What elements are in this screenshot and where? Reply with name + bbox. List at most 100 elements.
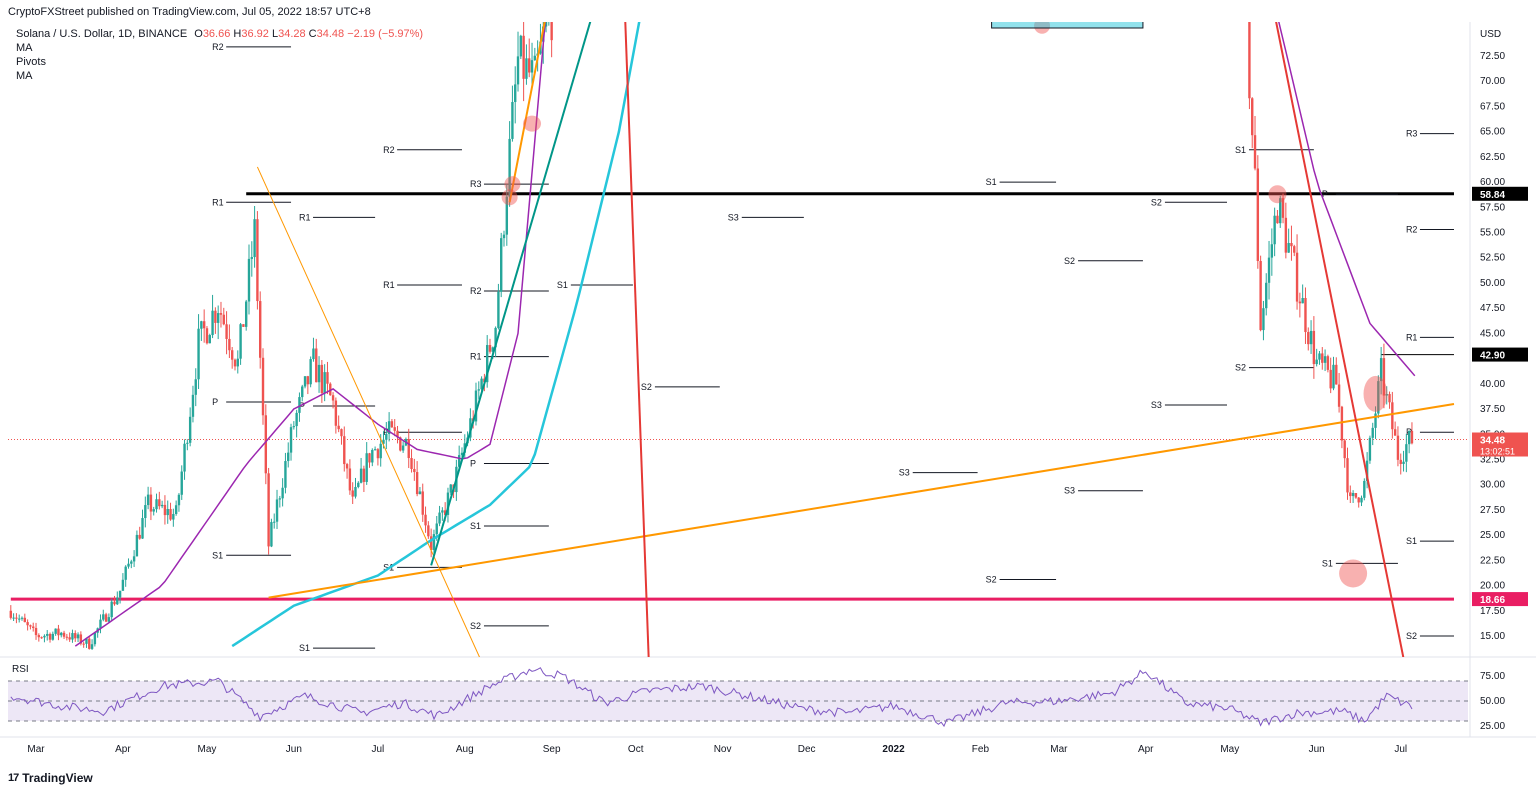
candle-body: [1393, 429, 1397, 436]
candle-body: [548, 3, 550, 14]
candle-body: [1295, 252, 1299, 302]
price-tick-label: 60.00: [1480, 177, 1505, 188]
pivot-label: S1: [1235, 145, 1246, 155]
candle-body: [413, 468, 416, 473]
candle-body: [281, 487, 284, 499]
candle-body: [379, 443, 382, 459]
candle-body: [219, 313, 223, 315]
candle-body: [1284, 217, 1288, 253]
candle-body: [275, 499, 279, 522]
low-label: L: [271, 28, 279, 40]
candle-body: [329, 383, 332, 396]
candle-body: [351, 490, 354, 497]
candle-body: [401, 445, 405, 451]
trend-line: [624, 22, 650, 657]
candle-body: [522, 35, 525, 79]
candle-body: [88, 638, 91, 649]
candle-body: [457, 455, 461, 467]
pivot-label: S2: [1064, 256, 1075, 266]
time-tick-label: Jun: [286, 744, 302, 755]
candle-body: [1329, 369, 1332, 389]
candle-body: [1259, 260, 1262, 331]
candle-body: [222, 314, 225, 325]
candle-body: [141, 518, 144, 539]
candle-body: [110, 601, 113, 618]
candle-body: [247, 258, 251, 302]
pivot-label: R1: [212, 197, 224, 207]
candle-body: [60, 632, 63, 636]
candle-body: [446, 492, 450, 515]
ma-fast-line: [74, 22, 546, 647]
pivot-label: S3: [899, 468, 910, 478]
time-tick-label: Sep: [543, 744, 561, 755]
candle-body: [1399, 459, 1402, 464]
highlight-marker: [1268, 185, 1287, 204]
tradingview-logo[interactable]: 17 TradingView: [8, 771, 93, 785]
candle-body: [93, 632, 97, 645]
candle-body: [1323, 356, 1327, 363]
candle-body: [230, 350, 234, 360]
candle-body: [1363, 480, 1366, 498]
highlight-marker: [1363, 375, 1388, 412]
candle-body: [90, 644, 94, 649]
candle-body: [188, 416, 192, 443]
candle-body: [1307, 332, 1310, 345]
highlight-marker: [1339, 559, 1368, 588]
candle-body: [1354, 493, 1358, 498]
candle-body: [244, 301, 248, 327]
time-tick-label: Aug: [456, 744, 474, 755]
candle-body: [315, 348, 318, 383]
price-tick-label: 15.00: [1480, 631, 1505, 642]
price-tick-label: 17.50: [1480, 606, 1505, 617]
pivot-label: R1: [383, 280, 395, 290]
candle-body: [15, 617, 18, 619]
candle-body: [225, 324, 228, 339]
candle-body: [169, 509, 172, 520]
candle-body: [284, 461, 287, 488]
candle-body: [278, 498, 282, 500]
price-tick-label: 62.50: [1480, 152, 1505, 163]
candle-body: [1253, 135, 1257, 169]
candle-body: [326, 372, 329, 384]
price-tick-label: 40.00: [1480, 379, 1505, 390]
candle-body: [85, 638, 88, 644]
time-tick-label: Mar: [27, 744, 45, 755]
price-tick-label: 65.00: [1480, 127, 1505, 138]
candle-body: [68, 637, 71, 640]
candle-body: [200, 321, 203, 329]
indicator-ma-1[interactable]: MA: [16, 42, 33, 54]
pivot-label: S2: [986, 575, 997, 585]
indicator-pivots[interactable]: Pivots: [16, 56, 46, 68]
candle-body: [396, 430, 399, 438]
candle-body: [393, 427, 396, 431]
pivot-label: S3: [1151, 400, 1162, 410]
candle-body: [26, 622, 29, 626]
candle-body: [348, 468, 352, 491]
candle-body: [180, 471, 183, 495]
ma-fast-line: [1278, 22, 1416, 377]
candle-body: [205, 328, 209, 344]
pivot-label: S3: [1064, 486, 1075, 496]
candle-body: [376, 449, 380, 459]
price-badge: [1472, 186, 1528, 201]
indicator-ma-2[interactable]: MA: [16, 70, 33, 82]
candle-body: [429, 536, 433, 550]
candle-body: [474, 390, 478, 422]
price-tick-label: 27.50: [1480, 505, 1505, 516]
pivot-label: S1: [1406, 536, 1417, 546]
candle-body: [37, 635, 41, 638]
rsi-line: [10, 667, 1413, 728]
candle-body: [298, 397, 301, 413]
candle-body: [104, 614, 108, 622]
candle-body: [287, 452, 290, 462]
candle-body: [362, 468, 366, 482]
candle-body: [511, 102, 514, 139]
candle-body: [1379, 358, 1383, 382]
candle-body: [1279, 198, 1282, 224]
candle-body: [488, 345, 492, 352]
open-value: 36.66: [202, 28, 231, 40]
candle-body: [1270, 244, 1274, 258]
candle-body: [1365, 460, 1369, 481]
candle-body: [1371, 427, 1374, 438]
